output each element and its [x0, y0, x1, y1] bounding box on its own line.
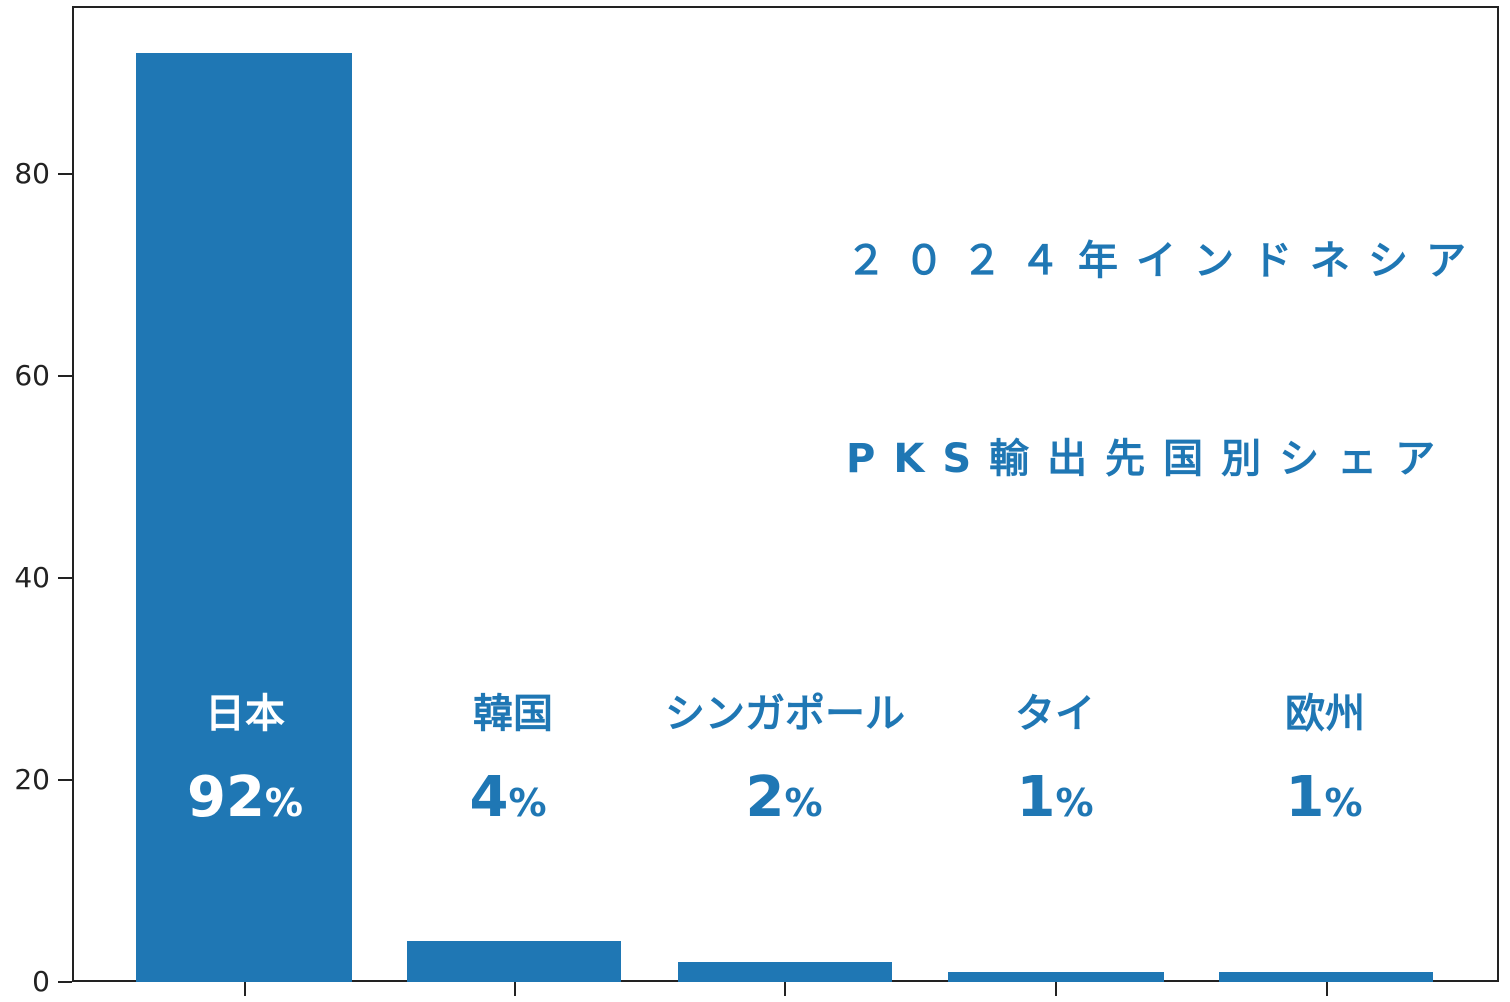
bar-korea: [407, 941, 621, 982]
bar-japan: [136, 53, 352, 982]
y-tick: [58, 577, 72, 579]
y-tick-label: 40: [14, 561, 50, 594]
x-tick: [514, 982, 516, 996]
value-label: 4%: [469, 765, 547, 830]
x-tick: [244, 982, 246, 996]
x-tick: [784, 982, 786, 996]
chart-title-line-1: ２０２４年インドネシア: [846, 238, 1484, 284]
category-label: 欧州: [1285, 691, 1365, 737]
category-label: 韓国: [473, 691, 553, 737]
y-tick: [58, 173, 72, 175]
value-label: 92%: [186, 765, 303, 830]
category-label: タイ: [1015, 691, 1095, 737]
value-label: 2%: [745, 765, 823, 830]
x-tick: [1326, 982, 1328, 996]
y-tick-label: 0: [32, 965, 50, 998]
y-tick: [58, 779, 72, 781]
chart-title-line-2: PKS輸出先国別シェア: [846, 436, 1454, 482]
category-label: シンガポール: [665, 691, 905, 737]
chart-title: ２０２４年インドネシア PKS輸出先国別シェア: [846, 96, 1484, 558]
bar-singapore: [678, 962, 892, 982]
y-tick-label: 60: [14, 359, 50, 392]
y-tick: [58, 375, 72, 377]
bar-thailand: [948, 972, 1164, 982]
y-tick-label: 80: [14, 157, 50, 190]
category-label: 日本: [205, 691, 285, 737]
bar-europe: [1219, 972, 1433, 982]
value-label: 1%: [1285, 765, 1363, 830]
y-tick: [58, 981, 72, 983]
value-label: 1%: [1016, 765, 1094, 830]
x-tick: [1055, 982, 1057, 996]
y-tick-label: 20: [14, 763, 50, 796]
